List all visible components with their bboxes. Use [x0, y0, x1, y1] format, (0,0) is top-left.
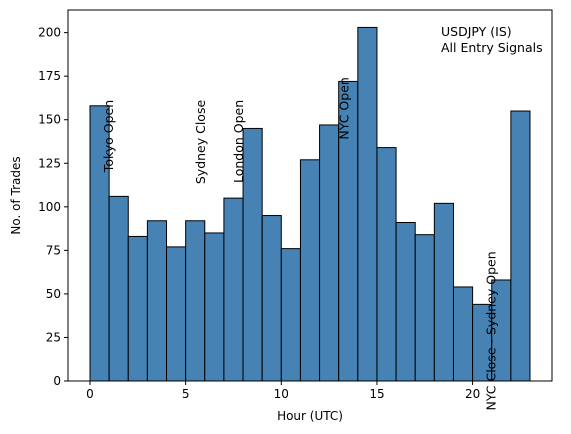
x-tick-label: 20	[465, 387, 480, 401]
legend-line-1: USDJPY (IS)	[441, 24, 512, 39]
histogram-bar	[433, 202, 454, 382]
y-axis-label: No. of Trades	[9, 156, 23, 234]
y-tick-label: 100	[38, 200, 61, 214]
y-tick-label: 200	[38, 26, 61, 40]
histogram-bar	[280, 248, 301, 382]
histogram-bar	[108, 195, 129, 382]
session-annotation: London Open	[231, 100, 246, 183]
histogram-bar	[319, 124, 340, 382]
histogram-bar	[376, 147, 397, 382]
y-tick-label: 175	[38, 69, 61, 83]
y-tick-label: 0	[53, 374, 61, 388]
histogram-bar	[357, 26, 378, 382]
y-tick-label: 150	[38, 113, 61, 127]
histogram-bar	[185, 220, 206, 382]
y-tick-label: 50	[46, 287, 61, 301]
session-annotation: NYC Open	[336, 77, 351, 139]
histogram-bar	[414, 234, 435, 382]
histogram-bar	[204, 232, 225, 382]
histogram-bar	[299, 159, 321, 382]
session-annotation: NYC Close - Sydney Open	[484, 251, 499, 410]
legend-line-2: All Entry Signals	[441, 40, 543, 55]
y-tick-label: 125	[38, 156, 61, 170]
y-tick-label: 25	[46, 330, 61, 344]
histogram-bar	[395, 221, 416, 382]
x-axis-ticks: 0 5 10 15 20	[86, 381, 480, 401]
histogram-bar	[452, 286, 474, 382]
histogram-bar	[223, 197, 244, 382]
plot-frame	[67, 9, 553, 382]
y-tick-label: 75	[46, 243, 61, 257]
x-tick-label: 0	[86, 387, 94, 401]
x-tick-label: 10	[274, 387, 289, 401]
x-tick-label: 15	[369, 387, 384, 401]
histogram-bar	[127, 235, 148, 382]
session-annotation: Tokyo Open	[101, 100, 116, 173]
x-tick-label: 5	[182, 387, 190, 401]
histogram-bar	[510, 110, 531, 382]
histogram-bar	[146, 220, 168, 382]
annotations-layer: Tokyo Open Sydney Close London Open NYC Ope…	[101, 77, 499, 410]
histogram-bar	[166, 246, 187, 382]
bars-layer	[89, 26, 531, 382]
y-axis-ticks: 0 25 50 75 100 125 150 175 200	[38, 26, 68, 388]
x-axis-label: Hour (UTC)	[277, 409, 343, 423]
histogram-bar	[261, 215, 282, 382]
session-annotation: Sydney Close	[193, 100, 208, 185]
